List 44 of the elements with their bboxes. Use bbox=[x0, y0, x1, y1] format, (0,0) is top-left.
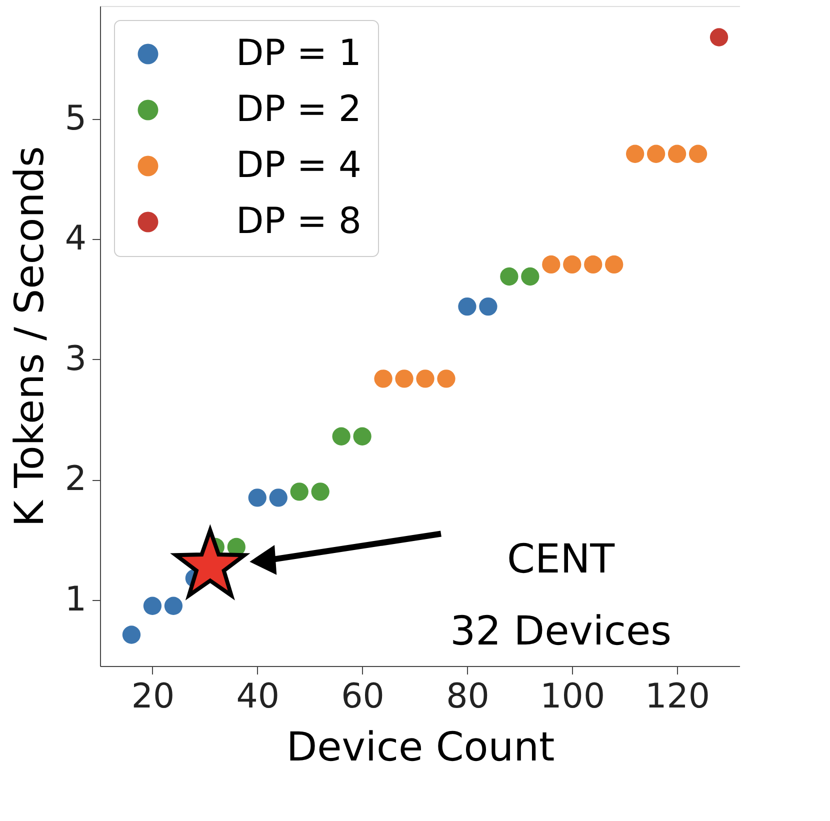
point bbox=[353, 427, 372, 446]
legend-label: DP = 8 bbox=[236, 201, 362, 242]
point bbox=[688, 144, 708, 163]
y-tick-label: 1 bbox=[64, 579, 86, 620]
x-tick-label: 60 bbox=[341, 676, 384, 716]
point bbox=[626, 144, 644, 163]
x-tick-label: 100 bbox=[540, 676, 606, 716]
annotation: CENT 32 Devices bbox=[450, 536, 672, 654]
point bbox=[269, 488, 288, 507]
x-tick-label: 120 bbox=[645, 676, 710, 716]
point bbox=[458, 297, 476, 316]
point bbox=[542, 255, 560, 274]
point bbox=[332, 427, 350, 446]
point bbox=[479, 297, 498, 316]
y-tick-label: 5 bbox=[64, 98, 86, 139]
point bbox=[395, 370, 414, 388]
x-tick-label: 20 bbox=[131, 676, 175, 716]
legend-label: DP = 1 bbox=[236, 33, 362, 74]
point bbox=[122, 626, 141, 644]
point bbox=[710, 28, 728, 46]
point bbox=[521, 267, 540, 286]
point bbox=[500, 267, 518, 286]
legend-label: DP = 4 bbox=[236, 145, 362, 186]
point bbox=[164, 596, 183, 615]
x-axis-title: Device Count bbox=[286, 724, 555, 770]
y-tick-label: 3 bbox=[64, 338, 86, 379]
y-axis-title: K Tokens / Seconds bbox=[6, 146, 53, 527]
point bbox=[248, 488, 266, 507]
point bbox=[605, 255, 624, 274]
y-tick-label: 4 bbox=[64, 218, 86, 259]
x-tick-label: 40 bbox=[236, 676, 280, 716]
point bbox=[584, 255, 602, 274]
point bbox=[437, 370, 456, 388]
point bbox=[646, 144, 666, 163]
point bbox=[311, 482, 330, 501]
point bbox=[416, 370, 434, 388]
point bbox=[668, 144, 686, 163]
point bbox=[143, 596, 162, 615]
x-tick-label: 80 bbox=[446, 676, 490, 716]
point bbox=[290, 482, 308, 501]
point bbox=[563, 255, 582, 274]
point bbox=[374, 370, 392, 388]
legend-label: DP = 2 bbox=[236, 89, 362, 130]
y-tick-label: 2 bbox=[64, 459, 86, 500]
